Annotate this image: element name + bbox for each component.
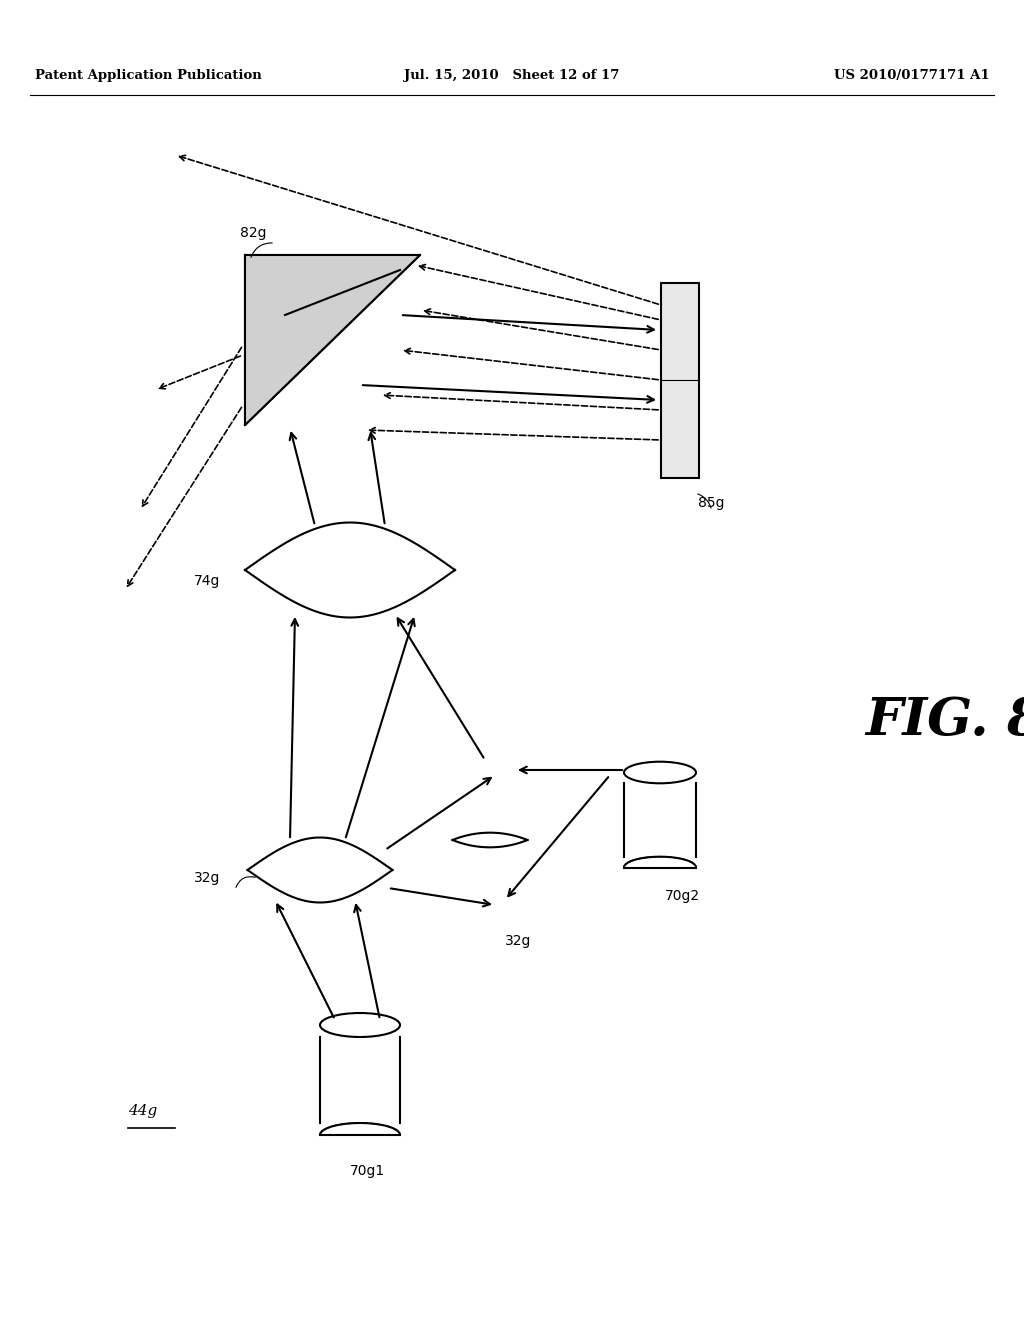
Text: 70g1: 70g1 bbox=[350, 1164, 385, 1177]
Polygon shape bbox=[245, 255, 420, 425]
Text: Patent Application Publication: Patent Application Publication bbox=[35, 69, 262, 82]
Text: 82g: 82g bbox=[240, 226, 266, 240]
Text: 70g2: 70g2 bbox=[665, 888, 700, 903]
Text: FIG. 8: FIG. 8 bbox=[865, 694, 1024, 746]
Text: 32g: 32g bbox=[505, 935, 531, 948]
Text: US 2010/0177171 A1: US 2010/0177171 A1 bbox=[835, 69, 990, 82]
Ellipse shape bbox=[624, 762, 696, 783]
Text: Jul. 15, 2010   Sheet 12 of 17: Jul. 15, 2010 Sheet 12 of 17 bbox=[404, 69, 620, 82]
Text: 44g: 44g bbox=[128, 1104, 158, 1118]
Ellipse shape bbox=[319, 1012, 400, 1038]
Text: 85g: 85g bbox=[698, 496, 725, 511]
Bar bbox=[662, 282, 699, 478]
Text: 32g: 32g bbox=[194, 871, 220, 884]
Text: 74g: 74g bbox=[194, 574, 220, 587]
